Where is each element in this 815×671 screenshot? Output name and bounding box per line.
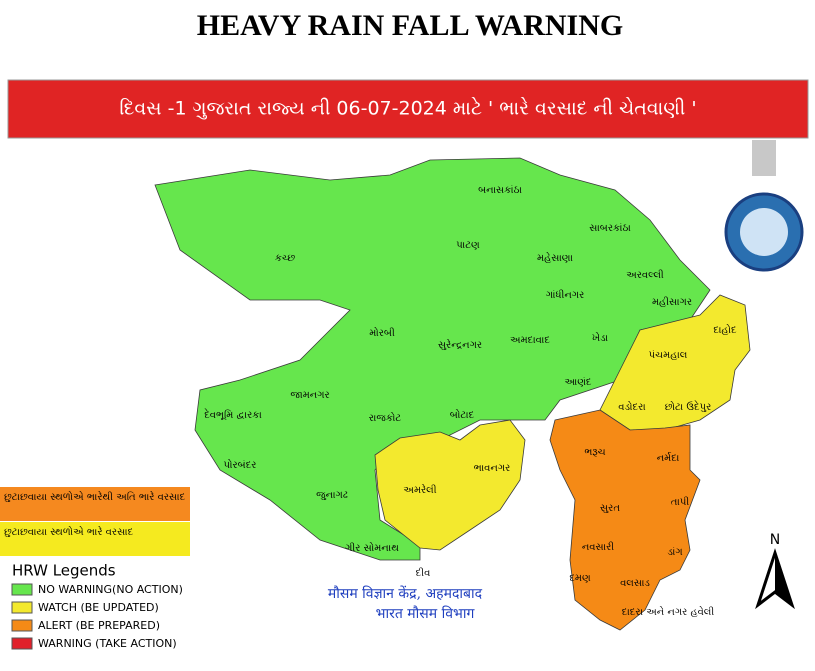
legend-label: WATCH (BE UPDATED)	[38, 601, 159, 614]
north-label: N	[770, 532, 780, 548]
district-label: ગાંધીનગર	[546, 289, 585, 301]
district-label: સુરત	[600, 503, 620, 514]
district-label: રાજકોટ	[369, 411, 402, 424]
district-label: પોરબંદર	[224, 458, 257, 471]
district-label: પાટણ	[456, 240, 480, 251]
legend-label: ALERT (BE PREPARED)	[38, 619, 160, 632]
district-label: દાહોદ	[713, 323, 737, 336]
district-label: દેવભૂમિ દ્વારકા	[204, 407, 263, 421]
legend-swatch	[11, 637, 33, 650]
office-name: मौसम विज्ञान केंद्र, अहमदाबाद	[328, 585, 483, 602]
district-label: વલસાડ	[620, 578, 650, 589]
banner-text: દિવસ -1 ગુજરાત રાજ્ય ની 06-07-2024 માટે …	[119, 97, 696, 119]
district-label: છોટા ઉદેપુર	[665, 399, 712, 413]
legend-swatch	[11, 601, 33, 614]
title: HEAVY RAIN FALL WARNING	[197, 9, 623, 42]
note-box	[0, 487, 190, 521]
district-label: ભાવનગર	[474, 463, 511, 474]
district-label: નર્મદા	[657, 452, 680, 464]
district-label: કચ્છ	[275, 253, 295, 264]
district-label: અમરેલી	[403, 483, 436, 496]
district-label: મહીસાગર	[652, 296, 692, 308]
district-label: ડાંગ	[667, 546, 682, 558]
district-label: આણંદ	[564, 376, 591, 388]
district-label: ભરૂચ	[584, 447, 605, 458]
legend-title: HRW Legends	[12, 562, 116, 580]
district-label: ખેડા	[592, 331, 609, 344]
district-label: વડોદરા	[618, 400, 646, 413]
legend-label: NO WARNING(NO ACTION)	[38, 583, 183, 596]
zone-yellow-west	[374, 419, 526, 551]
legend-swatch	[11, 619, 33, 632]
district-label: અમદાવાદ	[510, 335, 550, 346]
district-label: સુરેન્દ્રનગર	[438, 338, 482, 351]
district-label: સાબરકાંઠા	[589, 222, 631, 234]
district-label: તાપી	[671, 496, 690, 508]
north-arrow-fill	[775, 553, 792, 605]
district-label: બોટાદ	[450, 408, 475, 421]
district-label: મહેસાણા	[537, 251, 573, 264]
district-label: ગીર સોમનાથ	[345, 541, 399, 554]
zone-orange	[549, 409, 701, 631]
district-label: જુનાગઢ	[316, 490, 348, 501]
note-box	[0, 522, 190, 556]
district-label: દમણ	[569, 573, 591, 584]
legend-swatch	[11, 583, 33, 596]
district-label: બનાસકાંઠા	[478, 184, 522, 196]
district-label: દીવ	[416, 567, 431, 579]
map	[154, 157, 751, 631]
imd-logo	[724, 140, 804, 272]
banner	[7, 79, 809, 139]
note-text: છુટાછવાયા સ્થળોએ ભારે વરસાદ	[4, 525, 134, 538]
office-name: भारत मौसम विभाग	[376, 605, 476, 622]
district-label: પંચમહાલ	[649, 349, 688, 361]
note-text: છુટાછવાયા સ્થળોએ ભારેથી અતિ ભારે વરસાદ	[4, 490, 186, 503]
legend-label: WARNING (TAKE ACTION)	[38, 637, 177, 650]
district-label: નવસારી	[582, 541, 614, 553]
district-label: મોરબી	[369, 326, 395, 339]
district-label: અરવલ્લી	[626, 269, 664, 281]
district-label: દાદરા અને નગર હવેલી	[622, 605, 715, 618]
district-label: જામનગર	[290, 390, 329, 401]
